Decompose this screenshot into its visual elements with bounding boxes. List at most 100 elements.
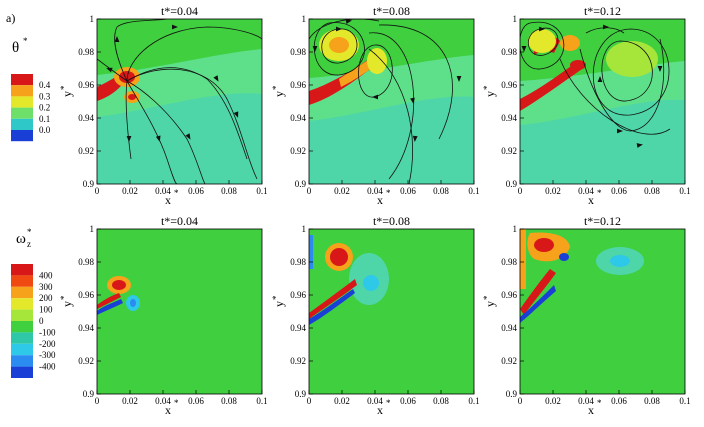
vorticity-panel: 0 0.02 0.04 0.06 0.08 0.1 1 0.98 0.96 0.94 0.92 0.9… xyxy=(59,214,268,417)
legend-swatch xyxy=(11,355,33,367)
legend-swatch xyxy=(11,96,33,108)
streamline xyxy=(579,38,665,132)
vortex-positive xyxy=(112,280,126,290)
vortex-negative xyxy=(520,285,556,323)
x-tick-label: 0.08 xyxy=(221,396,237,406)
x-tick-label: 0.02 xyxy=(545,396,561,406)
plot-frame xyxy=(308,18,475,185)
x-tick-label: 0.06 xyxy=(400,396,416,406)
x-tick-label: 0.02 xyxy=(122,396,138,406)
legend-label: -300 xyxy=(39,350,56,360)
streamline xyxy=(313,22,365,76)
y-tick-label: 0.92 xyxy=(290,146,306,156)
y-tick-label: 1 xyxy=(90,224,95,234)
field-background xyxy=(97,229,262,394)
legend-swatch xyxy=(11,264,33,276)
legend-swatch xyxy=(11,85,33,97)
y-tick-label: 0.96 xyxy=(78,80,94,90)
vortex-positive xyxy=(309,279,357,319)
x-tick-label: 0.04 xyxy=(578,186,594,196)
hot-blob xyxy=(570,60,586,70)
wall-layer xyxy=(520,229,526,289)
x-tick-label: 0.08 xyxy=(221,186,237,196)
x-tick-label: 0.08 xyxy=(644,396,660,406)
streamline xyxy=(601,40,653,102)
legend-swatch xyxy=(11,321,33,333)
y-tick-label: 0.94 xyxy=(501,323,517,333)
x-tick-label: 0.06 xyxy=(188,396,204,406)
streamline xyxy=(126,68,258,180)
legend-label: 0 xyxy=(39,316,44,326)
x-axis-label-superscript: * xyxy=(386,188,391,198)
legend-label: -400 xyxy=(39,362,56,372)
temperature-panel: 0 0.02 0.04 0.06 0.08 0.1 1 0.98 0.96 0.94 0.92 0.9… xyxy=(482,4,691,207)
x-tick-label: 0 xyxy=(518,396,523,406)
y-tick-label: 1 xyxy=(302,14,307,24)
x-axis-label-superscript: * xyxy=(174,188,179,198)
contour-field xyxy=(97,19,262,184)
x-tick-label: 0.02 xyxy=(334,186,350,196)
y-axis-label: y xyxy=(60,301,74,307)
legend-label: 300 xyxy=(39,282,53,292)
x-axis-label-superscript: * xyxy=(597,398,602,408)
streamline-arrow xyxy=(106,67,113,73)
y-axis-label: y xyxy=(483,91,497,97)
y-tick-label: 0.98 xyxy=(78,257,94,267)
streamline xyxy=(378,24,453,140)
streamline-arrow xyxy=(597,76,603,82)
y-tick-label: 0.98 xyxy=(501,257,517,267)
plot-frame xyxy=(308,228,475,395)
y-tick-label: 0.94 xyxy=(290,323,306,333)
y-tick-label: 1 xyxy=(513,224,518,234)
y-tick-label: 0.98 xyxy=(78,47,94,57)
legend-swatch xyxy=(11,343,33,356)
y-axis-label-superscript: * xyxy=(482,295,492,300)
panel-title: t*=0.12 xyxy=(584,214,621,228)
y-tick-label: 0.92 xyxy=(290,356,306,366)
contour-field xyxy=(309,19,474,184)
x-tick-label: 0.04 xyxy=(155,396,171,406)
figure-label: a) xyxy=(6,11,15,25)
warm-blob xyxy=(329,37,349,53)
x-tick-label: 0 xyxy=(307,396,312,406)
streamline-arrow xyxy=(185,133,191,140)
streamline-arrow xyxy=(172,24,178,30)
y-axis-label-superscript: * xyxy=(482,85,492,90)
x-tick-label: 0 xyxy=(518,186,523,196)
plot-frame xyxy=(519,228,686,395)
y-tick-label: 0.9 xyxy=(83,179,95,189)
streamline-arrow xyxy=(126,136,132,142)
warm-blob xyxy=(606,41,658,77)
panel-title: t*=0.04 xyxy=(161,4,198,18)
hot-jet xyxy=(520,61,582,111)
y-axis-label: y xyxy=(272,91,286,97)
y-tick-label: 0.98 xyxy=(290,47,306,57)
legend-swatch xyxy=(11,298,33,310)
theta-legend-swatches xyxy=(11,74,33,142)
x-tick-label: 0.04 xyxy=(367,186,383,196)
x-axis-label: x xyxy=(588,403,594,417)
streamline xyxy=(126,80,206,184)
x-axis-label: x xyxy=(377,193,383,207)
legend-swatch xyxy=(11,107,33,119)
y-tick-label: 0.92 xyxy=(501,146,517,156)
legend-label: 0.3 xyxy=(39,91,51,101)
legend-label: 200 xyxy=(39,293,53,303)
vorticity-panel: 0 0.02 0.04 0.06 0.08 0.1 1 0.98 0.96 0.94 0.92 0.9… xyxy=(482,214,691,417)
legend-swatch xyxy=(11,286,33,299)
x-axis-label: x xyxy=(377,403,383,417)
streamline-arrow xyxy=(539,26,545,32)
panel-title: t*=0.04 xyxy=(161,214,198,228)
x-tick-label: 0.1 xyxy=(468,186,479,196)
streamline-arrow xyxy=(155,135,161,142)
y-tick-label: 0.92 xyxy=(78,146,94,156)
y-tick-label: 0.92 xyxy=(78,356,94,366)
vorticity-legend-swatches xyxy=(11,264,33,378)
panel-title: t*=0.08 xyxy=(373,4,410,18)
streamline xyxy=(309,19,380,40)
legend-label: -200 xyxy=(39,339,56,349)
vortex-positive xyxy=(97,293,121,309)
x-tick-label: 0.08 xyxy=(433,186,449,196)
y-tick-label: 1 xyxy=(90,14,95,24)
